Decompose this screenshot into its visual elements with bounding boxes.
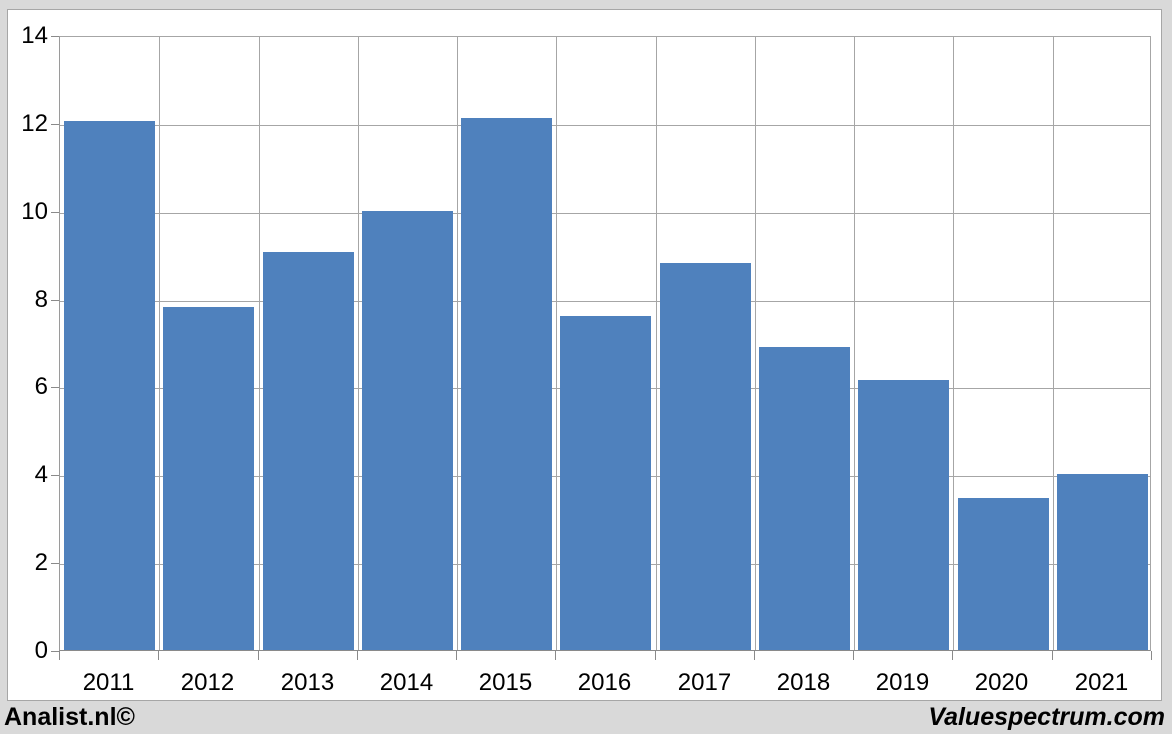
bar-2013 (263, 252, 354, 650)
v-gridline (457, 37, 458, 650)
y-axis-tick-label: 8 (34, 286, 48, 313)
v-gridline (656, 37, 657, 650)
y-axis-tick (51, 300, 59, 301)
x-axis-tick-label: 2016 (577, 669, 632, 696)
v-gridline (953, 37, 954, 650)
x-axis-tick-label: 2011 (82, 669, 135, 696)
y-axis-tick (51, 212, 59, 213)
h-gridline (60, 125, 1150, 126)
v-gridline (755, 37, 756, 650)
x-axis-tick (952, 651, 953, 660)
x-axis-tick-label: 2015 (478, 669, 533, 696)
y-axis-tick-label: 6 (34, 373, 48, 400)
y-axis-tick-label: 4 (34, 461, 48, 488)
v-gridline (358, 37, 359, 650)
h-gridline (60, 213, 1150, 214)
v-gridline (854, 37, 855, 650)
bar-2015 (461, 118, 552, 650)
bar-2017 (660, 263, 751, 650)
branding-analist: Analist.nl© (4, 703, 135, 731)
x-axis-tick-label: 2020 (974, 669, 1029, 696)
bar-2012 (163, 307, 254, 650)
x-axis-tick-label: 2014 (379, 669, 434, 696)
v-gridline (259, 37, 260, 650)
x-axis-tick-label: 2021 (1074, 669, 1129, 696)
y-axis-tick-label: 12 (21, 110, 48, 137)
y-axis-tick-label: 14 (21, 22, 48, 49)
y-axis-tick-label: 0 (34, 637, 48, 664)
x-axis-tick (555, 651, 556, 660)
y-axis-tick (51, 475, 59, 476)
x-axis-tick-label: 2013 (280, 669, 335, 696)
x-axis-tick-label: 2018 (776, 669, 831, 696)
y-axis-tick (51, 563, 59, 564)
bar-2014 (362, 211, 453, 650)
x-axis-tick (655, 651, 656, 660)
v-gridline (159, 37, 160, 650)
bar-2018 (759, 347, 850, 650)
x-axis-tick (1052, 651, 1053, 660)
x-axis-tick (258, 651, 259, 660)
x-axis-tick (158, 651, 159, 660)
x-axis-tick-label: 2017 (677, 669, 732, 696)
bar-2020 (958, 498, 1049, 650)
bar-2021 (1057, 474, 1148, 650)
plot-area (59, 36, 1151, 651)
x-axis-tick (357, 651, 358, 660)
y-axis-tick (51, 387, 59, 388)
v-gridline (1053, 37, 1054, 650)
branding-bar: Analist.nl© Valuespectrum.com (0, 702, 1172, 734)
bar-2011 (64, 121, 155, 650)
h-gridline (60, 301, 1150, 302)
x-axis-tick (853, 651, 854, 660)
y-axis-tick (51, 124, 59, 125)
bar-2019 (858, 380, 949, 650)
x-axis-tick (1151, 651, 1152, 660)
y-axis-tick-label: 10 (21, 198, 48, 225)
branding-valuespectrum: Valuespectrum.com (928, 703, 1165, 731)
y-axis-tick-label: 2 (34, 549, 48, 576)
x-axis-tick (754, 651, 755, 660)
x-axis-tick (59, 651, 60, 660)
bar-2016 (560, 316, 651, 650)
y-axis-tick (51, 651, 59, 652)
chart-canvas: 0 2 4 6 8 10 12 14 2011 2012 2013 2014 2015 2016 2017… (7, 9, 1162, 701)
x-axis-tick (456, 651, 457, 660)
x-axis-tick-label: 2019 (875, 669, 930, 696)
v-gridline (556, 37, 557, 650)
y-axis-tick (51, 36, 59, 37)
x-axis-tick-label: 2012 (180, 669, 235, 696)
